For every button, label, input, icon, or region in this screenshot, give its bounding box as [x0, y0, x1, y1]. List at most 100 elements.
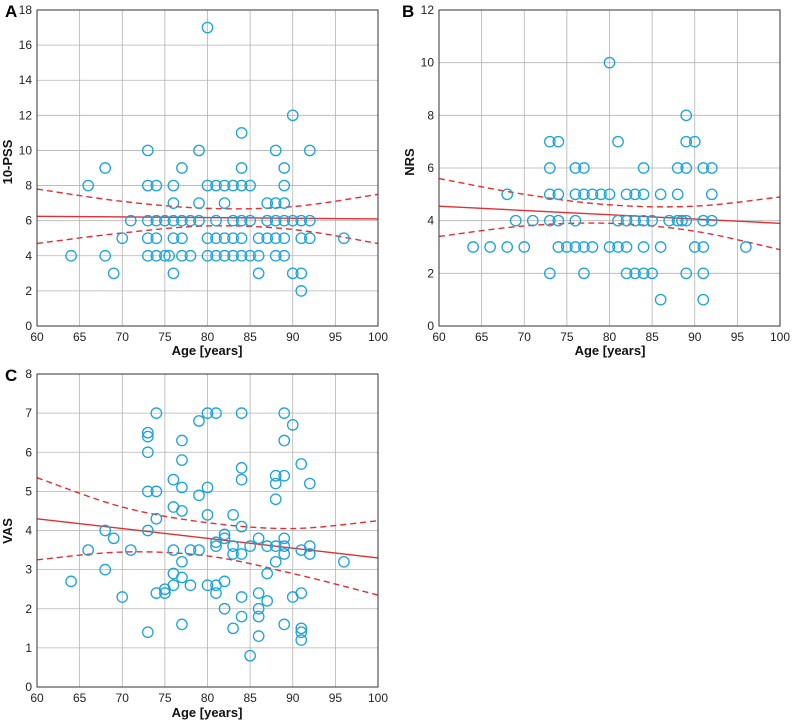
panel-c-data-point: [176, 505, 188, 517]
panel-a-data-point: [244, 214, 256, 227]
panel-b-data-point: [578, 241, 590, 253]
panel-a-data-point: [278, 249, 291, 262]
panel-c-data-point: [252, 587, 265, 599]
panel-a-y-tick-label: 6: [25, 214, 32, 228]
panel-b-data-point: [637, 214, 650, 227]
panel-c-ci-upper: [36, 477, 379, 530]
panel-a-x-tick-label: 80: [201, 330, 215, 344]
panel-a-data-point: [269, 214, 282, 227]
panel-c-data-point: [141, 446, 154, 459]
panel-a-data-point: [295, 267, 308, 280]
panel-c-data-point: [295, 634, 308, 646]
panel-a-data-point: [176, 249, 188, 262]
panel-a-y-tick-label: 10: [19, 143, 33, 157]
panel-a-data-point: [338, 232, 350, 245]
panel-c-data-point: [269, 540, 282, 553]
panel-b-y-tick-label: 4: [427, 214, 434, 228]
panel-c-data-point: [150, 512, 163, 525]
panel-b-data-point: [603, 188, 616, 201]
panel-c-data-point: [303, 548, 316, 560]
panel-a-data-point: [193, 144, 205, 157]
panel-b-data-point: [569, 214, 582, 227]
panel-c-y-tick-label: 1: [25, 641, 32, 655]
panel-letter-b: B: [402, 2, 414, 21]
panel-a-data-point: [235, 214, 248, 227]
panel-b-data-point: [646, 267, 658, 280]
panel-b-plot: 60 65 70 75 80 85 90 95 100 0 2 4 6 8 10 12: [421, 3, 791, 344]
panel-c-data-point: [295, 458, 308, 470]
panel-c-data-point: [235, 548, 248, 560]
panel-b-y-tick-label: 0: [427, 319, 434, 333]
panel-b-data-point: [543, 162, 556, 174]
panel-b-y-tick-label: 2: [427, 266, 434, 280]
panel-c-data-point: [193, 415, 205, 427]
panel-letter-c: C: [5, 366, 17, 385]
panel-b-data-point: [740, 241, 752, 253]
panel-c-data-point: [227, 540, 239, 553]
panel-a-data-point: [176, 214, 188, 227]
panel-a-x-tick-label: 90: [286, 330, 300, 344]
panel-c-x-tick-label: 85: [243, 691, 257, 705]
panel-a-data-point: [150, 214, 163, 227]
panel-c-data-point: [159, 587, 171, 599]
panel-a-data-point: [269, 197, 282, 209]
panel-a-data-point: [286, 109, 299, 122]
panel-c-data-point: [235, 462, 248, 474]
panel-c-data-point: [278, 618, 291, 631]
panel-a-data-point: [184, 214, 197, 227]
panel-c-data-point: [278, 532, 291, 545]
panel-a-data-point: [141, 214, 154, 227]
panel-b-x-tick-label: 85: [645, 330, 659, 344]
panel-c-data-point: [176, 481, 188, 494]
panel-c-y-tick-label: 2: [25, 602, 32, 616]
panel-a-y-tick-label: 4: [25, 249, 32, 263]
panel-a-data-point: [210, 214, 222, 227]
panel-a-xlabel: Age [years]: [172, 343, 243, 358]
panel-a-data-point: [278, 179, 291, 192]
panel-b-data-point: [688, 241, 701, 253]
panel-b-data-point: [569, 162, 582, 174]
panel-c-data-point: [218, 602, 231, 615]
panel-c-data-point: [278, 407, 291, 419]
panel-a-data-point: [167, 214, 180, 227]
panel-c-data-point: [295, 622, 308, 635]
panel-c-data-point: [261, 567, 274, 580]
panel-a-y-tick-label: 14: [19, 73, 33, 87]
panel-b-data-point: [671, 188, 684, 201]
panel-b-data-point: [561, 241, 573, 253]
panel-b-data-point: [697, 162, 710, 174]
panel-b-data-point: [603, 56, 616, 69]
panel-b-data-point: [620, 214, 633, 227]
panel-c-data-point: [150, 407, 163, 419]
panel-b-data-point: [569, 241, 582, 253]
panel-b-data-point: [680, 135, 693, 148]
panel-c-data-point: [150, 485, 163, 498]
panel-a-data-point: [278, 197, 291, 209]
panel-b-x-tick-label: 90: [688, 330, 702, 344]
panel-a-data-point: [163, 249, 175, 262]
panel-c-x-tick-label: 95: [329, 691, 343, 705]
panel-c-data-point: [141, 524, 154, 537]
panel-c-data-point: [210, 587, 222, 599]
panel-a-data-point: [167, 197, 180, 209]
panel-b-x-tick-label: 95: [731, 330, 745, 344]
panel-c-data-point: [235, 407, 248, 419]
panel-a-data-point: [150, 179, 163, 192]
panel-c-data-point: [269, 555, 282, 568]
panel-c-data-point: [201, 579, 214, 592]
panel-c-xlabel: Age [years]: [172, 705, 243, 720]
panel-a-y-tick-label: 18: [19, 3, 33, 17]
panel-c-data-point: [107, 532, 120, 545]
panel-b-x-tick-label: 70: [518, 330, 532, 344]
panel-a-data-point: [201, 249, 214, 262]
panel-c-data-point: [141, 485, 154, 498]
panel-b-data-point: [697, 241, 710, 253]
panel-c-data-point: [65, 575, 77, 588]
panel-b-x-tick-label: 60: [432, 330, 446, 344]
panel-a-data-point: [295, 232, 308, 245]
panel-a-y-tick-label: 12: [19, 108, 33, 122]
panel-c-data-point: [244, 540, 256, 553]
panel-b-data-point: [518, 241, 531, 253]
panel-a-data-point: [218, 179, 231, 192]
